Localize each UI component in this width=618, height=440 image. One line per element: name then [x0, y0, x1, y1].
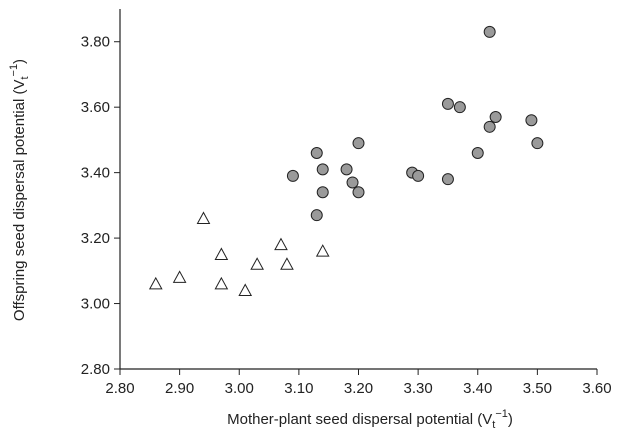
- x-tick-label: 3.10: [284, 380, 313, 397]
- triangle-point: [315, 244, 330, 257]
- x-label-sub: t: [492, 419, 495, 431]
- y-tick-label: 3.80: [81, 34, 110, 51]
- triangle-point: [214, 247, 229, 260]
- x-tick-label: 3.00: [225, 380, 254, 397]
- y-label-sub: t: [19, 76, 31, 79]
- circle-point: [286, 169, 299, 182]
- y-axis-label: Offspring seed dispersal potential (Vt−1…: [8, 59, 31, 321]
- x-tick-label: 3.60: [582, 380, 611, 397]
- circle-point: [471, 147, 484, 159]
- circle-point: [310, 209, 323, 222]
- y-tick-label: 2.80: [81, 361, 110, 378]
- circle-point: [531, 137, 544, 150]
- triangle-point: [238, 283, 253, 296]
- circle-point: [340, 163, 353, 176]
- circle-point: [352, 137, 365, 150]
- x-tick-label: 2.90: [165, 380, 194, 397]
- x-label-sup: −1: [495, 408, 508, 420]
- triangle-point: [250, 257, 264, 270]
- triangle-point: [274, 237, 288, 251]
- circle-point: [453, 101, 466, 114]
- circle-point: [489, 111, 502, 123]
- triangle-point: [214, 276, 229, 290]
- circle-point: [483, 25, 496, 38]
- y-label-text: Offspring seed dispersal potential (V: [11, 80, 28, 322]
- circle-point: [412, 169, 425, 182]
- circle-point: [352, 186, 365, 199]
- triangle-point: [280, 257, 294, 270]
- x-tick-label: 3.30: [404, 380, 433, 397]
- y-label-sup: −1: [8, 64, 20, 77]
- circle-point: [441, 173, 454, 186]
- circle-point: [316, 186, 329, 199]
- circle-point: [316, 163, 329, 176]
- y-tick-label: 3.20: [81, 230, 110, 247]
- x-label-text: Mother-plant seed dispersal potential (V: [227, 411, 492, 428]
- circle-point: [346, 176, 359, 189]
- circle-point: [441, 97, 454, 110]
- triangle-point: [148, 276, 163, 290]
- circle-point: [310, 147, 323, 159]
- triangle-point: [196, 211, 211, 224]
- y-tick-label: 3.00: [81, 296, 110, 313]
- x-axis-label: Mother-plant seed dispersal potential (V…: [227, 408, 513, 431]
- x-tick-label: 3.50: [523, 380, 552, 397]
- y-tick-label: 3.60: [81, 99, 110, 116]
- x-tick-label: 3.20: [344, 380, 373, 397]
- y-label-end: ): [11, 59, 28, 64]
- circle-point: [525, 114, 538, 127]
- x-tick-label: 3.40: [463, 380, 492, 397]
- triangle-point: [172, 270, 187, 283]
- y-tick-label: 3.40: [81, 165, 110, 182]
- circle-point: [483, 120, 496, 133]
- x-tick-label: 2.80: [105, 380, 134, 397]
- x-label-end: ): [508, 411, 513, 428]
